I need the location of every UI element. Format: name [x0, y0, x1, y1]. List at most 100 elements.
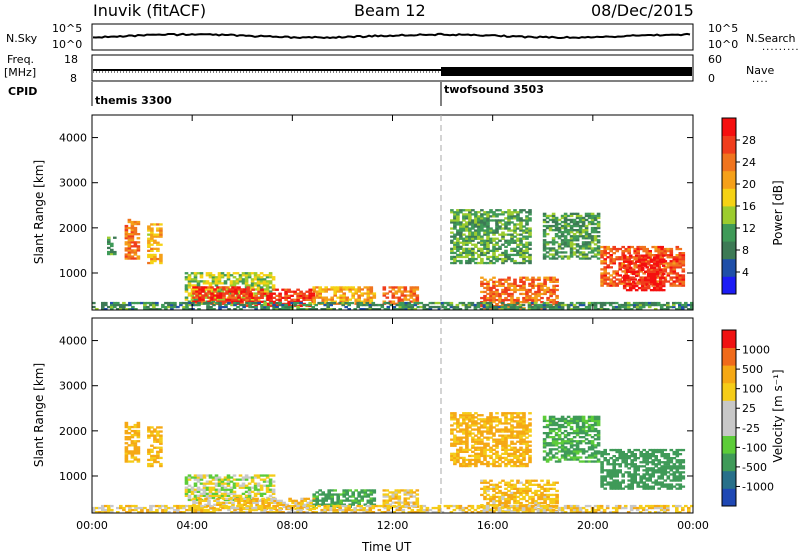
data-cell — [675, 284, 680, 287]
nave-block — [441, 67, 692, 76]
data-cell — [453, 261, 457, 265]
data-cell — [639, 276, 643, 279]
data-cell — [646, 280, 651, 284]
data-cell — [581, 231, 586, 234]
data-cell — [626, 305, 631, 309]
data-cell — [575, 237, 580, 240]
data-cell — [551, 220, 556, 224]
data-cell — [268, 286, 273, 289]
data-cell — [507, 462, 511, 466]
data-cell — [220, 488, 225, 491]
data-cell — [130, 440, 135, 443]
data-cell — [256, 476, 261, 479]
data-cell — [485, 303, 490, 307]
data-cell — [450, 414, 454, 417]
data-cell — [339, 499, 343, 502]
data-cell — [159, 253, 163, 257]
data-cell — [330, 296, 334, 299]
data-cell — [651, 254, 655, 257]
data-cell — [480, 452, 484, 455]
data-cell — [190, 476, 195, 479]
data-cell — [498, 420, 502, 423]
data-cell — [156, 243, 160, 246]
data-cell — [654, 479, 658, 482]
data-cell — [593, 231, 598, 234]
data-cell — [528, 508, 532, 511]
data-cell — [516, 237, 520, 240]
data-cell — [516, 249, 520, 252]
data-cell — [609, 483, 613, 486]
data-cell — [153, 456, 157, 460]
data-cell — [593, 417, 598, 421]
data-cell — [199, 474, 204, 477]
data-cell — [510, 464, 514, 468]
data-cell — [578, 456, 583, 459]
data-cell — [614, 308, 619, 311]
data-cell — [345, 286, 349, 289]
data-cell — [540, 493, 544, 497]
data-cell — [133, 253, 138, 256]
data-cell — [257, 292, 261, 295]
data-cell — [386, 308, 391, 311]
data-cell — [542, 253, 547, 256]
data-cell — [606, 463, 610, 466]
data-cell — [187, 282, 192, 285]
data-cell — [261, 497, 265, 500]
data-cell — [642, 481, 646, 484]
data-cell — [228, 497, 232, 500]
data-cell — [612, 475, 616, 478]
data-cell — [192, 503, 196, 506]
data-cell — [187, 286, 192, 289]
data-cell — [214, 494, 219, 497]
data-cell — [208, 474, 213, 477]
data-cell — [666, 280, 671, 283]
data-cell — [600, 479, 604, 482]
data-cell — [646, 268, 651, 271]
data-cell — [127, 245, 132, 248]
data-cell — [504, 420, 508, 423]
data-cell — [551, 257, 556, 260]
data-cell — [284, 305, 288, 309]
data-cell — [394, 493, 399, 496]
data-cell — [256, 298, 261, 301]
data-cell — [557, 226, 562, 230]
nsky-panel — [91, 23, 694, 51]
data-cell — [315, 501, 319, 504]
data-cell — [551, 247, 556, 250]
data-cell — [572, 237, 577, 240]
data-cell — [609, 457, 613, 460]
data-cell — [410, 305, 415, 309]
data-cell — [324, 302, 328, 305]
data-cell — [590, 417, 595, 421]
data-cell — [127, 432, 132, 435]
data-cell — [182, 301, 186, 305]
data-cell — [231, 501, 235, 504]
data-cell — [661, 276, 666, 280]
data-cell — [127, 444, 132, 447]
data-cell — [462, 432, 466, 435]
data-cell — [403, 503, 408, 506]
data-cell — [95, 308, 99, 311]
data-cell — [519, 255, 523, 259]
data-cell — [223, 482, 228, 485]
data-cell — [513, 487, 517, 490]
data-cell — [386, 305, 391, 309]
data-cell — [634, 274, 639, 278]
data-cell — [504, 227, 508, 230]
data-cell — [279, 501, 283, 504]
data-cell — [548, 448, 553, 451]
data-cell — [184, 278, 189, 281]
data-cell — [498, 491, 502, 495]
data-cell — [265, 274, 270, 277]
data-cell — [552, 501, 556, 505]
data-cell — [645, 252, 649, 255]
data-cell — [223, 494, 228, 497]
data-cell — [366, 501, 371, 504]
data-cell — [516, 426, 520, 429]
data-cell — [159, 233, 163, 236]
data-cell — [208, 272, 213, 275]
data-cell — [672, 262, 677, 265]
data-cell — [308, 296, 312, 299]
data-cell — [462, 229, 466, 232]
data-cell — [462, 458, 466, 462]
